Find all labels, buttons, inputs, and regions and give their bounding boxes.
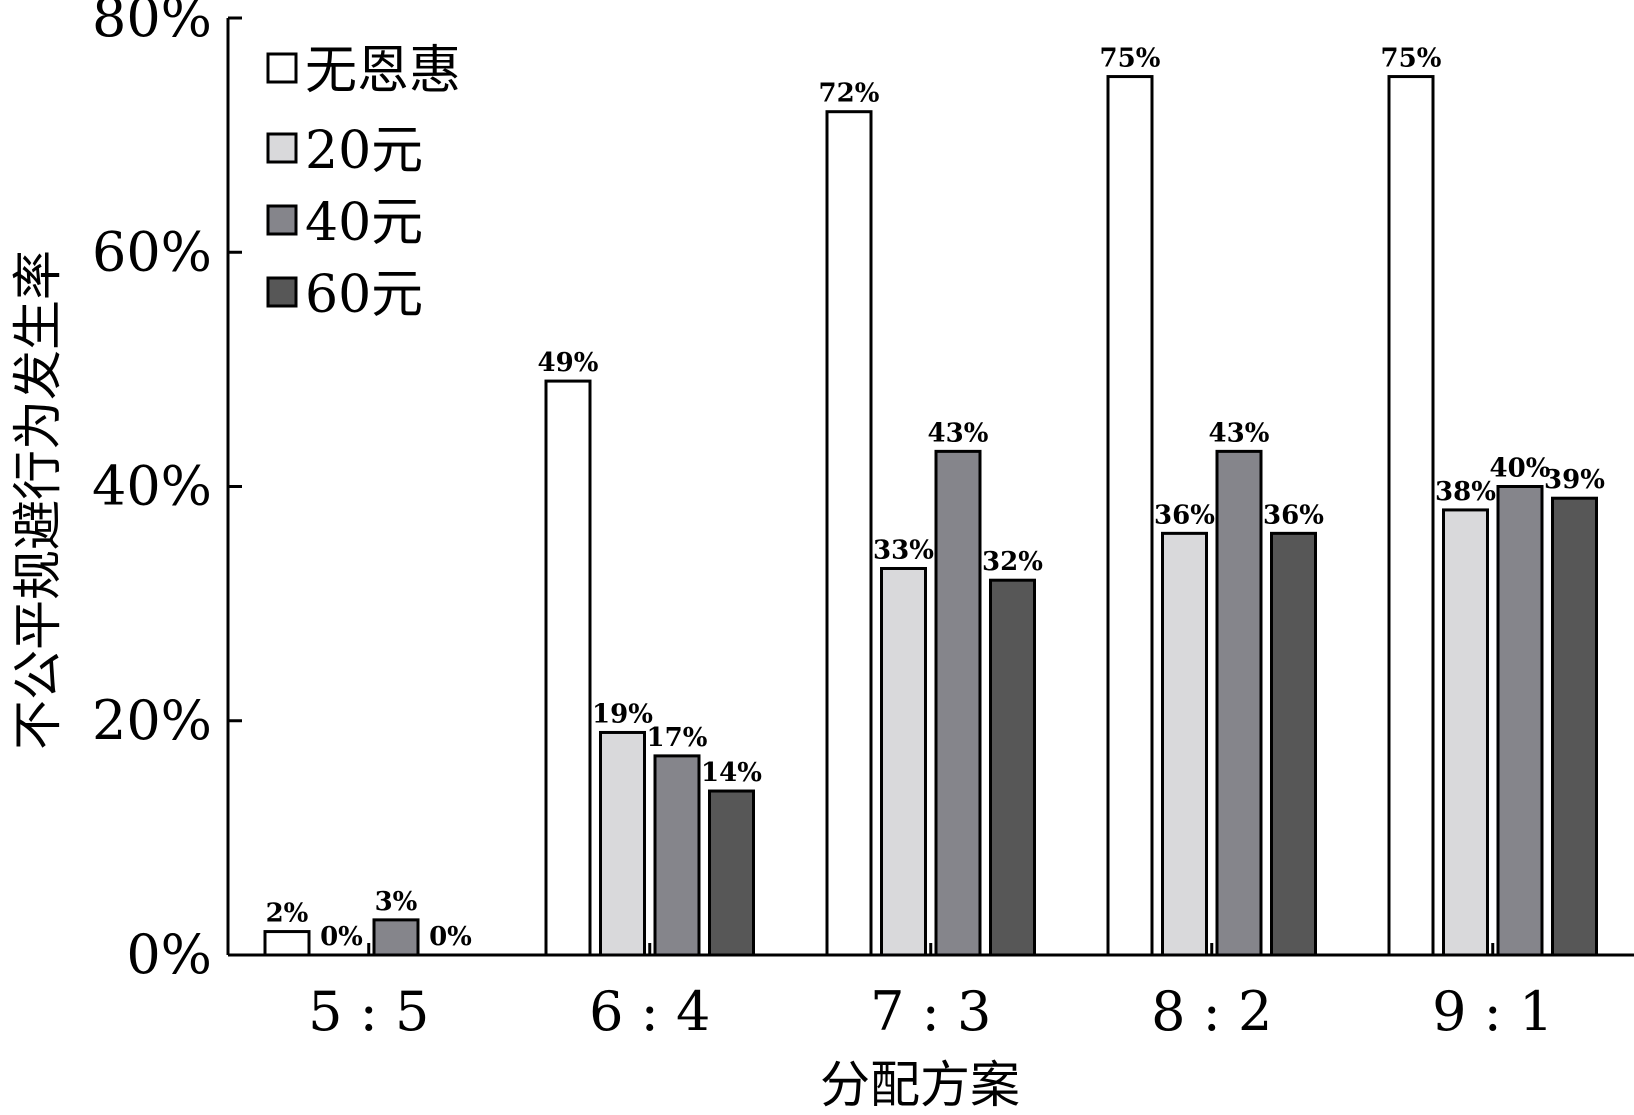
legend-swatch	[266, 52, 298, 84]
data-label: 75%	[1381, 44, 1442, 74]
y-tick-label: 40%	[92, 455, 212, 518]
legend: 无恩惠 20元 40元 60元	[266, 41, 461, 325]
y-tick-label: 0%	[126, 923, 212, 986]
x-axis-title: 分配方案	[820, 1056, 1020, 1114]
bar	[1387, 75, 1435, 957]
bar	[934, 449, 982, 957]
x-tick-label: 7 : 3	[870, 980, 991, 1043]
y-tick-label: 20%	[92, 689, 212, 752]
bar	[1106, 75, 1154, 957]
y-tick-label: 60%	[92, 220, 212, 283]
data-label: 36%	[1154, 500, 1215, 530]
data-label: 3%	[375, 887, 418, 917]
legend-swatch	[266, 204, 298, 236]
data-label: 38%	[1435, 477, 1496, 507]
bar	[1442, 508, 1489, 957]
legend-label: 20元	[305, 121, 423, 181]
bar	[372, 918, 420, 957]
data-label: 43%	[928, 418, 989, 448]
bar	[1161, 531, 1208, 957]
data-label: 19%	[592, 699, 653, 729]
bar	[1270, 531, 1317, 957]
bar	[1551, 496, 1598, 957]
bar	[825, 110, 873, 957]
data-label: 72%	[819, 79, 880, 109]
bars	[263, 75, 1598, 957]
data-label: 33%	[873, 535, 934, 565]
axes: 0% 20% 40% 60% 80% 5 : 5 6 : 4 7 : 3 8 : 2 9 : 1	[92, 0, 1634, 1043]
bar	[708, 789, 755, 957]
x-tick-label: 6 : 4	[589, 980, 710, 1043]
data-label: 14%	[701, 758, 762, 788]
data-label: 75%	[1100, 44, 1161, 74]
data-labels: 2% 0% 3% 0% 49% 19%17% 14% 72% 33% 43% 32% 75% 36% 43…	[266, 44, 1606, 952]
y-tick-label: 80%	[92, 0, 212, 49]
bar	[544, 379, 592, 957]
data-label: 39%	[1544, 465, 1605, 495]
legend-label: 40元	[305, 193, 423, 253]
bar	[989, 578, 1036, 957]
legend-label: 60元	[305, 265, 423, 325]
data-label: 17%	[647, 723, 708, 753]
data-label: 32%	[982, 547, 1043, 577]
data-label: 36%	[1263, 500, 1324, 530]
legend-swatch	[266, 276, 298, 308]
bar	[653, 754, 701, 957]
legend-swatch	[266, 132, 298, 164]
bar	[1496, 485, 1544, 957]
x-tick-label: 9 : 1	[1432, 980, 1553, 1043]
x-tick-label: 5 : 5	[308, 980, 429, 1043]
data-label: 43%	[1209, 418, 1270, 448]
legend-label: 无恩惠	[305, 41, 461, 101]
bar	[263, 930, 311, 957]
x-tick-label: 8 : 2	[1151, 980, 1272, 1043]
bar	[880, 566, 927, 957]
data-label: 40%	[1490, 454, 1551, 484]
bar	[1215, 449, 1263, 957]
data-label: 2%	[266, 899, 309, 929]
data-label: 49%	[538, 348, 599, 378]
data-label: 0%	[320, 922, 363, 952]
data-label: 0%	[429, 922, 472, 952]
y-axis-title: 不公平规避行为发生率	[9, 250, 67, 750]
bar	[599, 730, 646, 957]
